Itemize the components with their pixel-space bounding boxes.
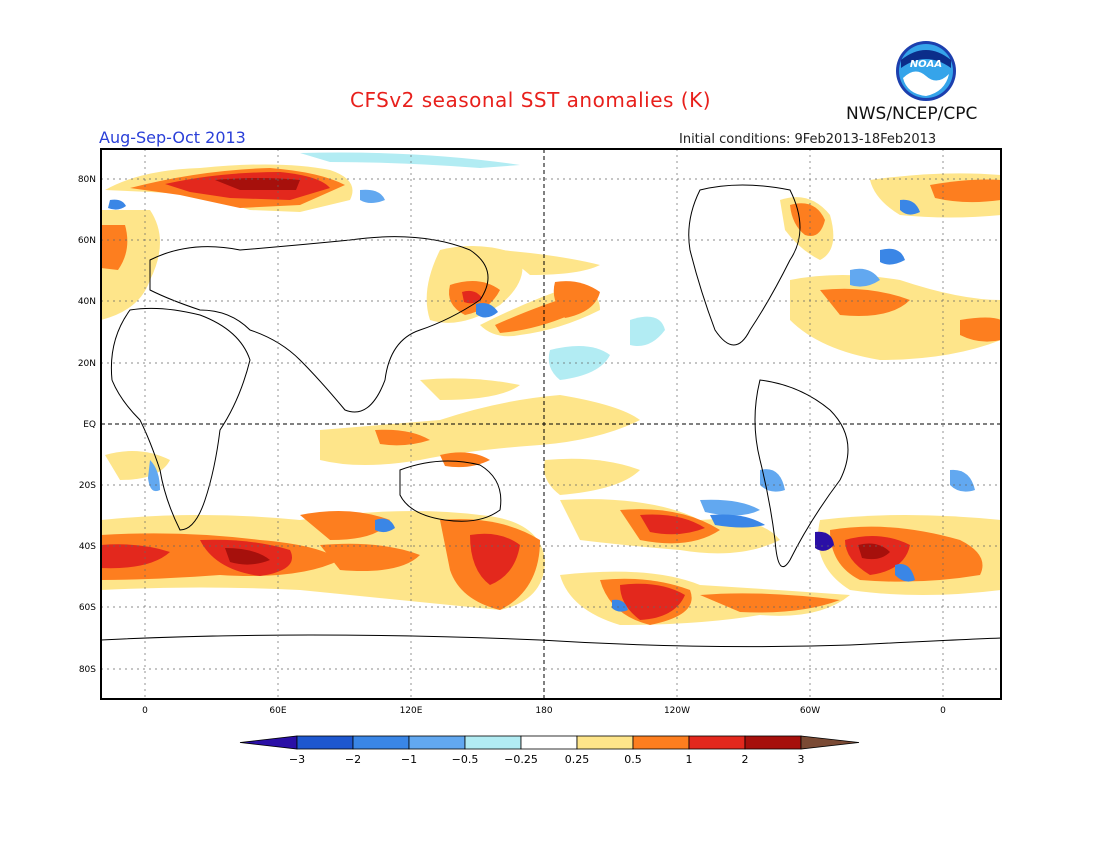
lat-label: 20N [78,359,96,369]
colorbar-label: −2 [345,753,361,766]
lat-label: EQ [83,420,96,430]
initial-conditions-label: Initial conditions: 9Feb2013-18Feb2013 [679,132,937,147]
lon-label: 60E [269,706,286,716]
lon-labels: 0 60E 120E 180 120W 60W 0 [142,706,946,716]
gridlines [101,149,1001,699]
svg-text:NOAA: NOAA [910,59,942,70]
lat-label: 60S [79,603,96,613]
lat-label: 80S [79,665,96,675]
lat-labels: 80N 60N 40N 20N EQ 20S 40S 60S 80S [78,175,96,675]
lon-label: 0 [142,706,148,716]
colorbar-swatch [520,735,578,750]
colorbar-label: 1 [686,753,693,766]
lat-label: 40N [78,297,96,307]
lon-label: 120E [400,706,423,716]
colorbar-label: 0.25 [565,753,590,766]
lon-label: 0 [940,706,946,716]
lat-label: 60N [78,236,96,246]
colorbar-swatch [632,735,690,750]
lon-label: 60W [800,706,820,716]
anomaly-field [101,152,1001,625]
lat-label: 40S [79,542,96,552]
colorbar-label: −0.5 [452,753,479,766]
lat-label: 80N [78,175,96,185]
map-title: CFSv2 seasonal SST anomalies (K) [350,88,711,112]
colorbar-swatch [576,735,634,750]
map-frame [100,148,1002,700]
colorbar-label: 3 [798,753,805,766]
colorbar-legend: −3 −2 −1 −0.5 −0.25 0.25 0.5 1 2 3 [239,735,860,766]
colorbar-swatch [800,735,860,750]
colorbar-swatch [239,735,298,750]
colorbar-swatch [408,735,466,750]
colorbar-swatch [464,735,522,750]
lat-label: 20S [79,481,96,491]
colorbar-swatch [296,735,354,750]
lon-label: 180 [535,706,552,716]
colorbar-swatch [688,735,746,750]
colorbar-label: −3 [289,753,305,766]
colorbar-label: −0.25 [504,753,538,766]
colorbar-label: 2 [742,753,749,766]
colorbar-label: 0.5 [624,753,642,766]
noaa-logo-icon: NOAA [896,41,956,101]
colorbar-swatch [352,735,410,750]
colorbar-swatch [744,735,802,750]
colorbar-label: −1 [401,753,417,766]
lon-label: 120W [664,706,690,716]
agency-label: NWS/NCEP/CPC [846,104,978,124]
season-label: Aug-Sep-Oct 2013 [99,128,246,147]
coastlines [100,184,1002,648]
